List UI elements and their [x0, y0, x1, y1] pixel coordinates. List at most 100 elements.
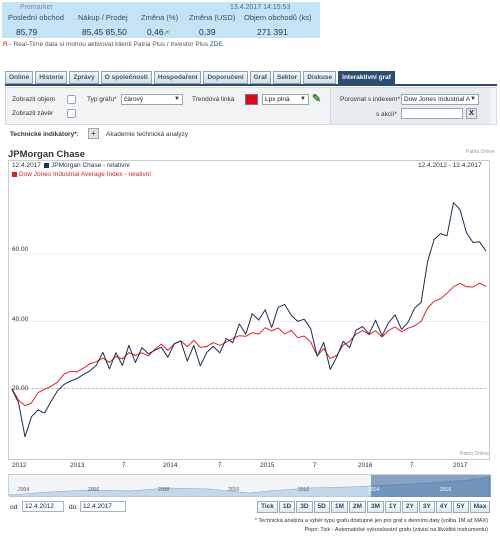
x-tick-label: 2017 [453, 462, 468, 469]
change-pct-value: 0,46 [147, 27, 164, 37]
x-tick-label: 7 [410, 462, 414, 469]
range-navigator[interactable] [8, 474, 491, 498]
legend-jpm: JPMorgan Chase - relativní [44, 162, 130, 169]
tab-bar: Online Historie Zprávy O společnosti Hos… [5, 71, 395, 84]
realtime-link[interactable]: ZDE [209, 41, 223, 48]
period-2y-button[interactable]: 2Y [401, 501, 418, 513]
y-tick-label: 60.00 [12, 246, 29, 253]
add-indicator-button[interactable]: + [88, 128, 99, 139]
legend-dj-label: Dow Jones Industrial Average Index - rel… [19, 171, 152, 178]
volume-value: 271 391 [257, 27, 288, 37]
chart-frame [8, 160, 490, 460]
tab-news[interactable]: Zprávy [69, 71, 99, 84]
realtime-marker: R [3, 41, 8, 48]
navigator-sparkline [8, 475, 491, 498]
clear-compare-button[interactable]: X [466, 108, 477, 119]
chart-type-value: čárový [124, 96, 144, 103]
footnote-tick: Popn: Tick - Automatické vykreslování gr… [304, 527, 488, 533]
chart-source-bottom: Patria Online [460, 451, 489, 457]
period-max-button[interactable]: Max [469, 501, 491, 513]
tab-history[interactable]: Historie [35, 71, 68, 84]
from-date-input[interactable]: 12.4.2012 [22, 501, 64, 512]
tab-recommendations[interactable]: Doporučení [203, 71, 248, 84]
from-label: od: [10, 504, 20, 511]
change-usd-value: 0,39 [199, 27, 216, 37]
x-tick-label: 7 [122, 462, 126, 469]
chart-range-text: 12.4.2012 - 12.4.2017 [418, 162, 482, 169]
navigator-selection[interactable] [371, 475, 491, 497]
up-arrow-icon: ↗ [163, 30, 170, 37]
navigator-label: 2014 [368, 487, 380, 493]
realtime-tail: . [222, 41, 225, 48]
quote-panel: Premarket 13.4.2017 14:15:53 Poslední ob… [2, 2, 320, 38]
period-3m-button[interactable]: 3M [366, 501, 384, 513]
to-date-input[interactable]: 12.4.2017 [80, 501, 126, 512]
period-4y-button[interactable]: 4Y [435, 501, 452, 513]
tab-discussion[interactable]: Diskuse [303, 71, 337, 84]
x-tick-label: 2013 [70, 462, 85, 469]
premarket-label: Premarket [20, 4, 53, 11]
show-close-label: Zobrazit závěr [12, 110, 54, 117]
period-1d-button[interactable]: 1D [278, 501, 296, 513]
x-tick-label: 7 [218, 462, 222, 469]
tab-underline [5, 84, 497, 86]
header-bid-ask: Nákup / Prodej [78, 13, 128, 22]
period-buttons: Tick 1D 3D 5D 1M 2M 3M 1Y 2Y 3Y 4Y 5Y Ma… [257, 501, 491, 513]
chart-plot [11, 202, 487, 438]
header-change-pct: Změna (%) [141, 13, 179, 22]
chart-type-label: Typ grafu* [87, 96, 117, 103]
x-tick-label: 7 [313, 462, 317, 469]
show-volume-label: Zobrazit objem [12, 96, 55, 103]
pencil-icon[interactable]: ✎ [312, 93, 322, 105]
x-tick-label: 2016 [358, 462, 373, 469]
realtime-text: - Real-Time data si mohou aktivovat klie… [7, 41, 210, 48]
legend-swatch [12, 171, 17, 177]
tab-online[interactable]: Online [5, 71, 34, 84]
legend-dj: Dow Jones Industrial Average Index - rel… [12, 171, 151, 178]
period-3y-button[interactable]: 3Y [418, 501, 435, 513]
tab-chart[interactable]: Graf [249, 71, 271, 84]
period-1m-button[interactable]: 1M [330, 501, 348, 513]
period-1y-button[interactable]: 1Y [384, 501, 401, 513]
academy-link[interactable]: Akademie technická analýzy [106, 131, 189, 138]
compare-index-select[interactable]: Dow Jones Industrial A ▼ [401, 94, 479, 105]
header-last-trade: Poslední obchod [8, 13, 64, 22]
quote-timestamp: 13.4.2017 14:15:53 [230, 4, 291, 11]
x-tick-label: 2014 [163, 462, 178, 469]
period-5d-button[interactable]: 5D [313, 501, 330, 513]
compare-stock-label: s akcií* [376, 111, 397, 118]
compare-index-label: Porovnat s indexem* [340, 96, 400, 103]
series-line-jpmorgan [11, 202, 487, 438]
header-volume: Objem obchodů (ks) [244, 13, 312, 22]
navigator-label: 2006 [88, 487, 100, 493]
period-3d-button[interactable]: 3D [296, 501, 313, 513]
period-2m-button[interactable]: 2M [348, 501, 366, 513]
to-label: do: [69, 504, 79, 511]
show-close-checkbox[interactable] [67, 109, 76, 118]
x-tick-label: 2012 [12, 462, 27, 469]
legend-swatch [44, 162, 49, 168]
tab-interactive-chart[interactable]: Interaktivní graf [338, 71, 395, 84]
trendline-color-swatch[interactable] [245, 94, 258, 105]
navigator-label: 2008 [158, 487, 170, 493]
header-change-usd: Změna (USD) [189, 13, 236, 22]
tab-sector[interactable]: Sektor [272, 71, 302, 84]
tab-financials[interactable]: Hospodaření [153, 71, 202, 84]
tech-indicators-label: Technické indikátory*: [10, 131, 79, 138]
chart-header-date: 12.4.2017 [12, 162, 41, 169]
y-tick-label: 40.00 [12, 316, 29, 323]
legend-jpm-label: JPMorgan Chase - relativní [51, 162, 130, 169]
chart-title: JPMorgan Chase [8, 149, 86, 160]
footnote-tech: * Technická analýza a výběr typu grafu d… [254, 518, 488, 524]
compare-stock-input[interactable] [401, 108, 463, 119]
line-type-select[interactable]: Lpx plná ▼ [262, 94, 309, 105]
period-tick-button[interactable]: Tick [257, 501, 278, 513]
trendline-label: Trendová linka [192, 96, 235, 103]
show-volume-checkbox[interactable] [67, 95, 76, 104]
chevron-down-icon: ▼ [174, 96, 180, 102]
tab-company[interactable]: O společnosti [100, 71, 152, 84]
chart-type-select[interactable]: čárový ▼ [121, 94, 183, 105]
navigator-label: 2010 [228, 487, 240, 493]
compare-index-value: Dow Jones Industrial A [404, 96, 471, 103]
period-5y-button[interactable]: 5Y [452, 501, 469, 513]
